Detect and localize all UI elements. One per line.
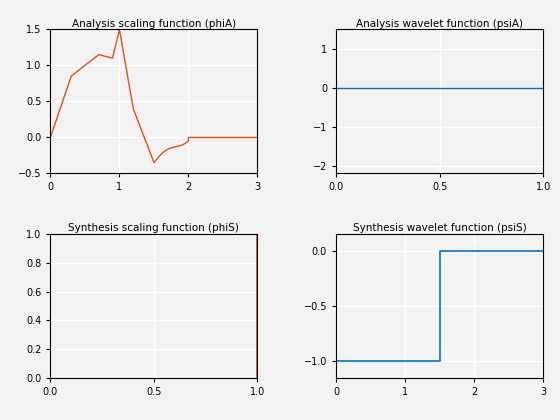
- Title: Synthesis wavelet function (psiS): Synthesis wavelet function (psiS): [353, 223, 526, 233]
- Title: Analysis scaling function (phiA): Analysis scaling function (phiA): [72, 18, 236, 29]
- Title: Synthesis scaling function (phiS): Synthesis scaling function (phiS): [68, 223, 239, 233]
- Title: Analysis wavelet function (psiA): Analysis wavelet function (psiA): [356, 18, 523, 29]
